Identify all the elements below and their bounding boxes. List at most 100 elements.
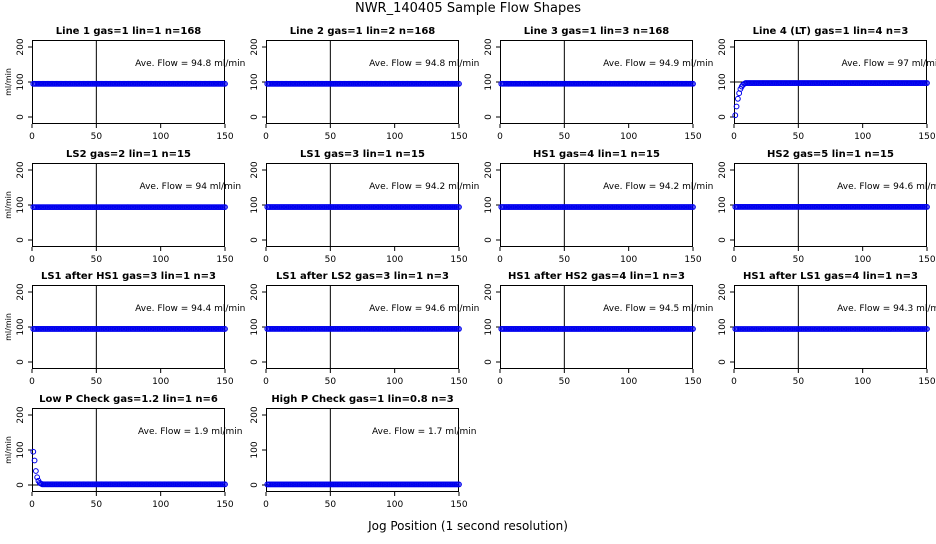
y-tick-label: 0 xyxy=(250,237,260,243)
x-tick-label: 150 xyxy=(684,377,701,387)
panel-title: HS1 gas=4 lin=1 n=15 xyxy=(533,149,660,160)
y-tick-label: 0 xyxy=(250,482,260,488)
panel: LS1 after LS2 gas=3 lin=1 n=3 0 50 100 150 0 1… xyxy=(250,271,479,387)
y-axis-label: ml/min xyxy=(4,436,13,464)
y-tick-label: 100 xyxy=(16,196,26,213)
x-tick-label: 0 xyxy=(263,132,269,142)
y-tick-label: 0 xyxy=(250,359,260,365)
data-points xyxy=(498,326,696,332)
data-point xyxy=(222,326,228,332)
y-tick-label: 100 xyxy=(250,441,260,458)
x-tick-label: 50 xyxy=(91,132,103,142)
data-points xyxy=(264,325,462,332)
x-tick-label: 100 xyxy=(854,255,871,265)
data-point xyxy=(733,103,740,110)
data-points xyxy=(264,80,462,87)
data-points xyxy=(30,448,228,488)
y-tick-label: 0 xyxy=(484,237,494,243)
data-point xyxy=(31,457,38,464)
y-tick-label: 100 xyxy=(484,73,494,90)
data-point xyxy=(222,204,228,211)
x-tick-label: 0 xyxy=(497,255,503,265)
data-points xyxy=(732,203,930,210)
y-tick-label: 0 xyxy=(16,482,26,488)
y-tick-label: 100 xyxy=(16,73,26,90)
figure-title: NWR_140405 Sample Flow Shapes xyxy=(354,1,582,16)
x-tick-label: 50 xyxy=(325,132,337,142)
average-flow-annotation: Ave. Flow = 94.6 ml/min xyxy=(369,304,479,314)
x-tick-label: 0 xyxy=(731,377,737,387)
x-tick-label: 50 xyxy=(793,132,805,142)
y-tick-label: 200 xyxy=(16,38,26,55)
y-tick-label: 200 xyxy=(484,38,494,55)
y-tick-label: 200 xyxy=(16,283,26,300)
x-axis-label: Jog Position (1 second resolution) xyxy=(368,519,568,533)
y-tick-label: 200 xyxy=(718,161,728,178)
data-points xyxy=(264,481,462,488)
x-tick-label: 150 xyxy=(918,132,935,142)
x-tick-label: 150 xyxy=(918,255,935,265)
data-point xyxy=(734,95,741,102)
x-tick-label: 100 xyxy=(620,255,637,265)
average-flow-annotation: Ave. Flow = 94.9 ml/min xyxy=(603,59,713,69)
x-tick-label: 100 xyxy=(152,132,169,142)
panel-title: LS2 gas=2 lin=1 n=15 xyxy=(66,149,191,160)
y-axis-label: ml/min xyxy=(4,68,13,96)
panel-title: HS1 after LS1 gas=4 lin=1 n=3 xyxy=(743,271,918,282)
x-tick-label: 150 xyxy=(216,500,233,510)
data-point xyxy=(924,326,930,332)
y-tick-label: 100 xyxy=(484,196,494,213)
x-tick-label: 150 xyxy=(450,500,467,510)
average-flow-annotation: Ave. Flow = 94.2 ml/min xyxy=(603,182,713,192)
x-tick-label: 100 xyxy=(620,377,637,387)
data-points xyxy=(30,80,228,87)
x-tick-label: 100 xyxy=(152,255,169,265)
x-tick-label: 150 xyxy=(918,377,935,387)
y-tick-label: 200 xyxy=(250,38,260,55)
y-tick-label: 200 xyxy=(484,283,494,300)
x-tick-label: 100 xyxy=(152,500,169,510)
y-tick-label: 0 xyxy=(16,237,26,243)
data-point xyxy=(222,80,228,87)
x-tick-label: 0 xyxy=(29,500,35,510)
panel-title: Line 4 (LT) gas=1 lin=4 n=3 xyxy=(753,26,909,37)
panel-title: HS2 gas=5 lin=1 n=15 xyxy=(767,149,894,160)
x-tick-label: 0 xyxy=(29,377,35,387)
x-tick-label: 150 xyxy=(450,255,467,265)
panel-title: Low P Check gas=1.2 lin=1 n=6 xyxy=(39,394,218,405)
y-tick-label: 100 xyxy=(250,196,260,213)
data-point xyxy=(222,481,228,488)
x-tick-label: 50 xyxy=(91,500,103,510)
average-flow-annotation: Ave. Flow = 94.8 ml/min xyxy=(369,59,479,69)
average-flow-annotation: Ave. Flow = 94 ml/min xyxy=(139,182,241,192)
x-tick-label: 0 xyxy=(731,255,737,265)
data-points xyxy=(732,326,930,332)
x-tick-label: 50 xyxy=(559,255,571,265)
data-point xyxy=(30,448,37,455)
x-tick-label: 50 xyxy=(91,377,103,387)
y-tick-label: 100 xyxy=(484,318,494,335)
data-point xyxy=(456,80,462,87)
y-tick-label: 0 xyxy=(718,359,728,365)
y-tick-label: 100 xyxy=(718,318,728,335)
panel: LS1 gas=3 lin=1 n=15 0 50 100 150 0 100 200 Ave.… xyxy=(250,149,479,265)
average-flow-annotation: Ave. Flow = 97 ml/min xyxy=(841,59,936,69)
panel-title: Line 1 gas=1 lin=1 n=168 xyxy=(56,26,202,37)
data-point xyxy=(690,204,696,210)
x-tick-label: 0 xyxy=(263,377,269,387)
average-flow-annotation: Ave. Flow = 94.2 ml/min xyxy=(369,182,479,192)
y-tick-label: 0 xyxy=(484,359,494,365)
x-tick-label: 150 xyxy=(450,377,467,387)
y-tick-label: 100 xyxy=(718,196,728,213)
x-tick-label: 100 xyxy=(386,132,403,142)
data-point xyxy=(32,468,39,474)
y-tick-label: 0 xyxy=(718,237,728,243)
panel: HS1 gas=4 lin=1 n=15 0 50 100 150 0 100 200 Ave.… xyxy=(484,149,713,265)
x-tick-label: 50 xyxy=(91,255,103,265)
panel-title: High P Check gas=1 lin=0.8 n=3 xyxy=(271,394,453,405)
panel-title: HS1 after HS2 gas=4 lin=1 n=3 xyxy=(508,271,685,282)
x-tick-label: 100 xyxy=(386,255,403,265)
y-axis-label: ml/min xyxy=(4,191,13,219)
average-flow-annotation: Ave. Flow = 94.3 ml/min xyxy=(837,304,936,314)
